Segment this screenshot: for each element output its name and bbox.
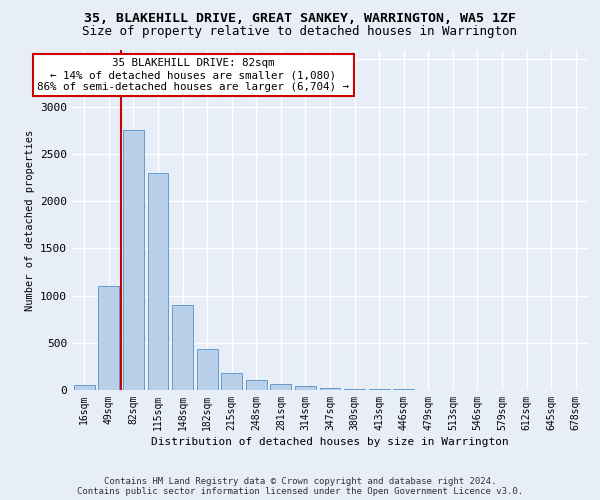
X-axis label: Distribution of detached houses by size in Warrington: Distribution of detached houses by size … (151, 437, 509, 447)
Bar (320, 388, 340, 390)
Bar (197, 350, 218, 390)
Bar (368, 389, 389, 390)
Text: Contains HM Land Registry data © Crown copyright and database right 2024.
Contai: Contains HM Land Registry data © Crown c… (77, 476, 523, 496)
Text: 35 BLAKEHILL DRIVE: 82sqm
← 14% of detached houses are smaller (1,080)
86% of se: 35 BLAKEHILL DRIVE: 82sqm ← 14% of detac… (37, 58, 349, 92)
Bar (221, 372, 242, 390)
Y-axis label: Number of detached properties: Number of detached properties (25, 130, 35, 310)
Text: 35, BLAKEHILL DRIVE, GREAT SANKEY, WARRINGTON, WA5 1ZF: 35, BLAKEHILL DRIVE, GREAT SANKEY, WARRI… (84, 12, 516, 26)
Text: Size of property relative to detached houses in Warrington: Size of property relative to detached ho… (83, 25, 517, 38)
Bar (246, 380, 267, 390)
Bar (123, 130, 144, 390)
Bar (344, 388, 365, 390)
Bar (148, 173, 169, 390)
Bar (295, 386, 316, 390)
Bar (172, 305, 193, 390)
Bar (271, 384, 292, 390)
Bar (98, 286, 119, 390)
Bar (74, 386, 95, 390)
